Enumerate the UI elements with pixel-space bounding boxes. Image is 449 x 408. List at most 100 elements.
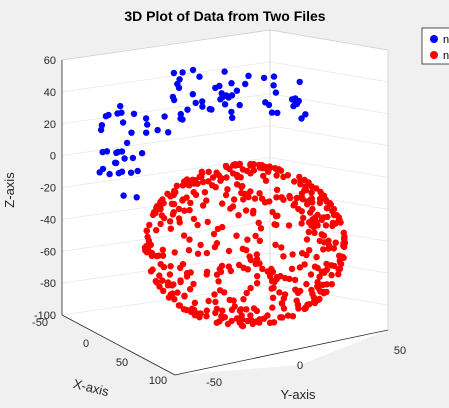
data-point [152,278,159,285]
data-point [128,129,135,136]
data-point [196,73,203,80]
data-point [222,162,230,170]
data-point [305,228,312,236]
data-point [211,291,218,298]
data-point [225,247,233,255]
data-point [157,220,164,228]
data-point [245,72,252,80]
data-point [311,263,319,270]
data-point [227,267,235,275]
data-point [295,97,302,105]
data-point [281,291,289,298]
data-point [212,184,219,191]
data-point [328,271,335,279]
data-point [289,251,296,258]
legend[interactable]: n n [421,27,449,65]
data-point [141,244,149,251]
data-point [224,186,231,193]
data-point [184,106,191,113]
data-point [329,219,337,227]
data-point [262,177,270,184]
data-point [154,126,161,134]
data-point [194,310,202,317]
data-point [325,237,332,244]
data-point [324,213,331,221]
data-point [279,314,286,321]
grid-line [61,93,271,125]
data-point [186,236,193,243]
data-point [218,175,225,182]
data-point [238,183,245,191]
x-tick-label: 0 [83,338,89,350]
series-red [141,160,349,330]
data-point [143,227,151,235]
data-point [185,247,193,254]
data-point [303,251,310,259]
data-point [145,237,153,244]
data-point [265,165,273,172]
data-point [130,110,138,118]
data-point [240,196,247,203]
data-point [230,196,238,203]
data-point [278,300,285,307]
data-point [189,66,197,74]
data-point [229,170,237,177]
data-point [248,317,255,324]
legend-marker-blue [430,35,438,43]
data-point [120,192,127,199]
data-point [336,252,343,259]
data-point [238,189,245,197]
data-point [317,288,324,295]
data-point [337,259,344,266]
data-point [235,212,242,219]
data-point [250,305,258,312]
grid-line [61,61,271,93]
data-point [96,169,103,176]
data-point [138,150,146,157]
data-point [318,216,325,223]
data-point [316,237,323,245]
data-point [272,89,280,96]
grid-line [269,61,389,83]
data-point [244,236,251,243]
data-point [314,279,321,286]
data-point [236,101,243,109]
data-point [293,194,301,202]
data-point [221,68,228,75]
data-point [177,115,184,122]
data-point [260,74,268,82]
data-point [176,76,183,83]
data-point [181,292,188,299]
data-point [199,98,206,105]
data-point [149,266,156,273]
data-point [280,253,287,260]
data-point [228,108,235,116]
data-point [269,304,276,311]
data-point [274,212,281,219]
data-point [323,198,330,205]
data-point [99,148,106,156]
data-point [247,188,254,195]
data-point [270,73,278,80]
data-point [265,101,273,109]
data-point [307,271,315,278]
data-point [335,271,342,278]
data-point [170,281,177,288]
data-point [269,294,277,301]
data-point [117,102,124,110]
data-point [208,106,215,113]
data-point [292,286,299,293]
data-point [179,69,186,76]
data-point [212,309,219,317]
data-point [303,280,310,288]
legend-marker-red [430,51,438,59]
data-point [134,167,141,175]
data-point [186,206,193,214]
data-point [299,196,306,203]
data-point [228,306,236,313]
data-point [278,194,285,201]
grid-line [269,93,389,115]
data-point [320,246,327,253]
data-point [289,313,297,320]
